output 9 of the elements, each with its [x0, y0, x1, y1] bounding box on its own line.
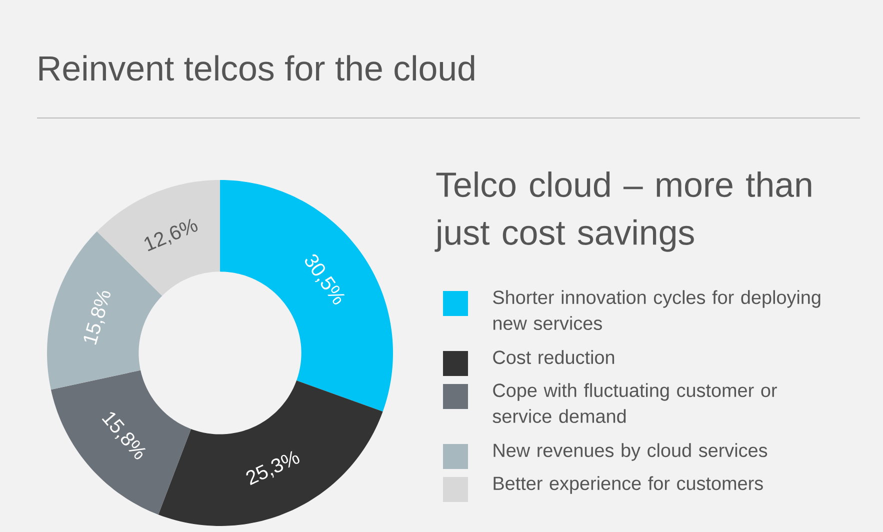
legend-label: New revenues by cloud services: [494, 443, 768, 461]
legend-label: Cope with fluctuating customer or service demand: [492, 383, 777, 423]
data-label: 12,6%: [144, 218, 198, 252]
legend-label: Better experience for customers: [494, 476, 763, 494]
legend-label: Cost reduction: [493, 350, 614, 364]
legend-label: Shorter innovation cycles for deploying new services: [493, 290, 820, 330]
data-label: 15,8%: [84, 291, 110, 345]
chart-subtitle: Telco cloud – more than just cost savings: [434, 172, 812, 252]
chart-title: Reinvent telcos for the cloud: [39, 55, 474, 81]
